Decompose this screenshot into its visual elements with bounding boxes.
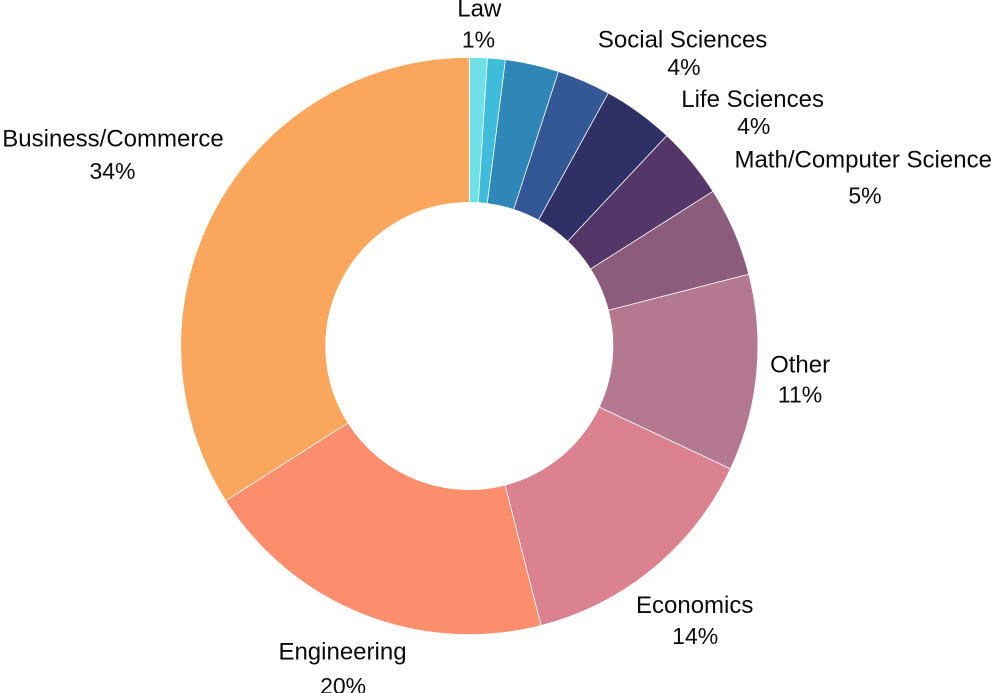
svg-text:Engineering: Engineering xyxy=(278,639,406,666)
svg-text:14%: 14% xyxy=(672,623,718,649)
svg-text:4%: 4% xyxy=(737,113,770,139)
svg-text:11%: 11% xyxy=(778,382,822,408)
svg-text:Math/Computer Science: Math/Computer Science xyxy=(734,146,991,173)
svg-text:Law: Law xyxy=(457,0,502,22)
svg-text:Economics: Economics xyxy=(636,592,753,619)
svg-text:20%: 20% xyxy=(320,673,366,693)
svg-text:Life Sciences: Life Sciences xyxy=(681,86,824,113)
svg-text:1%: 1% xyxy=(462,26,495,52)
svg-text:Social Sciences: Social Sciences xyxy=(598,27,767,54)
svg-text:Other: Other xyxy=(770,352,830,379)
svg-text:4%: 4% xyxy=(667,54,700,80)
svg-text:Business/Commerce: Business/Commerce xyxy=(2,126,223,153)
svg-text:5%: 5% xyxy=(848,183,881,209)
svg-text:34%: 34% xyxy=(89,158,135,184)
